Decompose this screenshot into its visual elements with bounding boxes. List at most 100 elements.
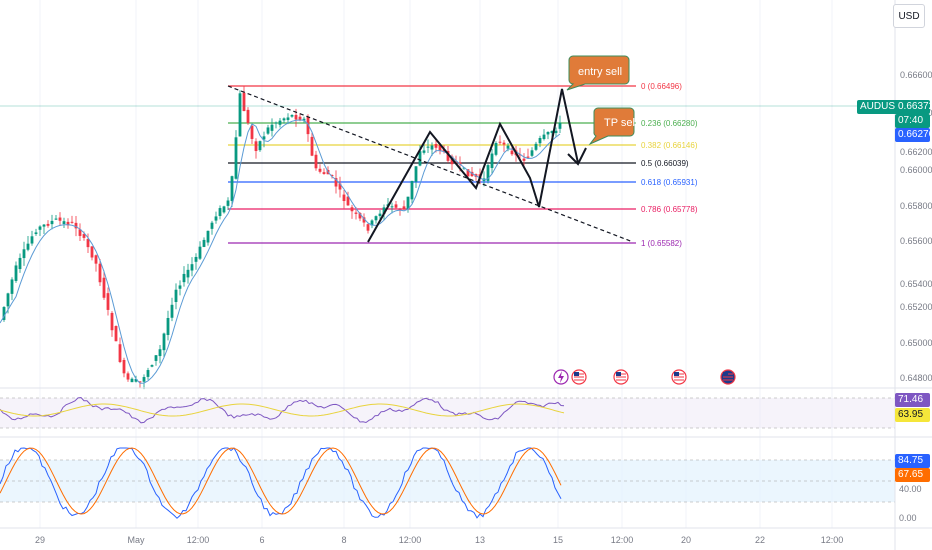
time-axis-label: May [127,535,145,545]
tp-sell-callout[interactable]: TP sell [588,107,637,146]
candle-body [502,142,506,145]
fibonacci-retracement[interactable]: 0 (0.66496) 0.236 (0.66280) 0.382 (0.66146… [228,82,698,248]
fib-level-label: 0.236 (0.66280) [641,119,698,128]
candle-body [370,220,374,226]
us-flag-icon[interactable] [613,369,629,385]
entry-sell-callout[interactable]: entry sell [566,55,630,91]
candle-body [210,222,214,229]
price-axis-label: 0.65000 [900,338,932,348]
candle-body [106,293,110,310]
candle-body [178,285,182,289]
candle-body [214,216,218,221]
candle-body [470,171,474,177]
price-axis-label: 0.65400 [900,279,932,289]
candle-body [286,117,290,120]
candle-body [310,136,314,156]
candle-body [158,349,162,357]
candle-body [110,312,114,331]
candle-body [462,167,466,169]
candle-body [270,124,274,131]
candle-body [170,304,174,318]
candle-body [394,204,398,208]
rsi-pane[interactable] [0,387,932,429]
last-price-tag: 0.66372 [895,100,932,114]
candle-body [410,180,414,200]
candle-body [446,151,450,161]
us-flag-icon[interactable] [671,369,687,385]
candle-body [46,223,50,226]
fib-level-label: 0.5 (0.66039) [641,159,689,168]
candle-body [506,145,510,149]
candle-body [414,166,418,182]
candle-body [138,381,142,383]
candle-body [546,131,550,135]
countdown-tag: 07:40 [895,114,930,128]
zigzag-pattern[interactable] [367,88,579,243]
candle-body [6,293,10,307]
time-axis-label: 12:00 [611,535,634,545]
rsi-ma-value-tag: 63.95 [895,408,930,422]
candle-body [18,257,22,270]
candle-body [102,277,106,298]
candle-body [430,145,434,150]
candle-body [314,154,318,169]
candle-body [38,226,42,230]
us-flag-icon[interactable] [571,369,587,385]
candle-body [534,143,538,150]
stoch-d-line [0,447,562,515]
candle-body [558,122,562,129]
candle-body [510,150,514,155]
candle-body [366,224,370,231]
candle-body [358,213,362,219]
candle-body [306,116,310,135]
au-flag-icon[interactable] [720,369,736,385]
candle-body [174,289,178,302]
candle-body [302,118,306,121]
candle-body [518,154,522,156]
candle-body [342,194,346,202]
fib-level-label: 0.618 (0.65931) [641,178,698,187]
candle-body [2,307,6,320]
candle-body [194,256,198,262]
candle-body [418,151,422,166]
candle-body [78,229,82,236]
candle-body [278,120,282,125]
candle-body [42,224,46,227]
candle-body [542,134,546,140]
candle-body [490,153,494,169]
stoch-level-mid: 40.00 [899,484,922,494]
candle-body [530,150,534,156]
candle-body [134,378,138,382]
candle-body [70,221,74,223]
candle-body [190,264,194,271]
candle-body [118,344,122,362]
candle-body [146,370,150,377]
economic-events[interactable] [553,369,736,385]
stochastic-pane[interactable]: 40.00 0.00 [0,436,932,523]
currency-button[interactable]: USD [893,4,925,28]
candle-body [218,208,222,216]
candle-body [22,249,26,259]
candle-body [434,144,438,148]
candle-body [550,131,554,133]
trendline-dashed[interactable] [227,85,634,243]
candle-body [282,118,286,121]
time-axis-label: 13 [475,535,485,545]
candle-body [186,269,190,278]
price-axis-label: 0.65200 [900,302,932,312]
time-axis[interactable]: 29 May 12:00 6 8 12:00 13 15 12:00 20 22 12:00 [35,535,843,545]
candle-body [166,317,170,335]
candle-body [290,114,294,117]
candle-body [402,206,406,210]
candle-body [206,230,210,243]
price-axis-label: 0.65600 [900,236,932,246]
projection-arrow-head [567,147,587,166]
candle-body [338,183,342,190]
stoch-level-low: 0.00 [899,513,917,523]
candle-body [198,246,202,259]
candle-body [54,218,58,220]
lightning-icon[interactable] [553,369,569,385]
candle-body [422,150,426,153]
time-axis-label: 12:00 [399,535,422,545]
